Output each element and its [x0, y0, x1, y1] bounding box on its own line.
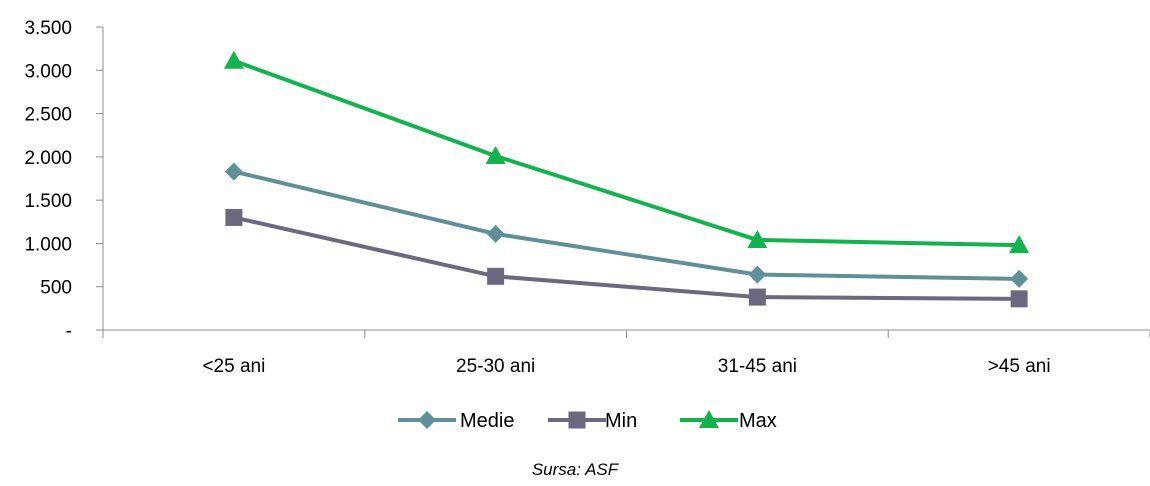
x-tick-label: 31-45 ani	[718, 356, 797, 377]
y-tick-label: -	[66, 321, 72, 342]
y-tick-label: 500	[40, 278, 72, 299]
data-point-max	[747, 229, 768, 248]
series-lines	[223, 50, 1030, 308]
data-point-max	[223, 50, 244, 69]
x-tick-label: 25-30 ani	[456, 356, 535, 377]
data-point-max	[1009, 235, 1030, 254]
data-point-min	[748, 288, 766, 306]
data-point-min	[1010, 290, 1028, 308]
legend-marker-max	[699, 410, 719, 428]
series-line-max	[233, 58, 1020, 248]
data-point-min	[225, 208, 243, 226]
legend-item-max: Max	[680, 410, 777, 432]
legend-marker-min	[568, 411, 586, 429]
series-max	[223, 50, 1030, 254]
series-min	[225, 208, 1028, 308]
series-line-medie	[233, 169, 1020, 281]
y-tick-label: 1.500	[24, 191, 72, 212]
y-tick-label: 3.500	[24, 18, 72, 39]
data-point-max	[485, 145, 506, 164]
y-tick-label: 1.000	[24, 234, 72, 255]
y-tick-label: 2.500	[24, 105, 72, 126]
legend-item-min: Min	[548, 410, 637, 432]
legend-label-min: Min	[605, 410, 637, 432]
y-tick-label: 2.000	[24, 148, 72, 169]
source-note: Sursa: ASF	[531, 460, 619, 479]
data-point-medie	[748, 265, 767, 284]
legend-item-medie: Medie	[398, 410, 514, 432]
data-point-medie	[486, 224, 505, 243]
data-point-medie	[224, 162, 243, 181]
legend: Medie Min Max	[398, 410, 777, 432]
axes: - 500 1.000 1.500 2.000 2.500 3.000 3.500 <25 an…	[24, 18, 1150, 377]
x-tick-label: <25 ani	[202, 356, 265, 377]
legend-marker-medie	[418, 411, 436, 429]
legend-label-medie: Medie	[460, 410, 514, 432]
data-point-min	[487, 267, 505, 285]
series-line-min	[233, 215, 1020, 301]
legend-label-max: Max	[739, 410, 777, 432]
series-medie	[224, 162, 1029, 288]
x-tick-label: >45 ani	[988, 356, 1051, 377]
data-point-medie	[1010, 269, 1029, 288]
y-tick-label: 3.000	[24, 61, 72, 82]
